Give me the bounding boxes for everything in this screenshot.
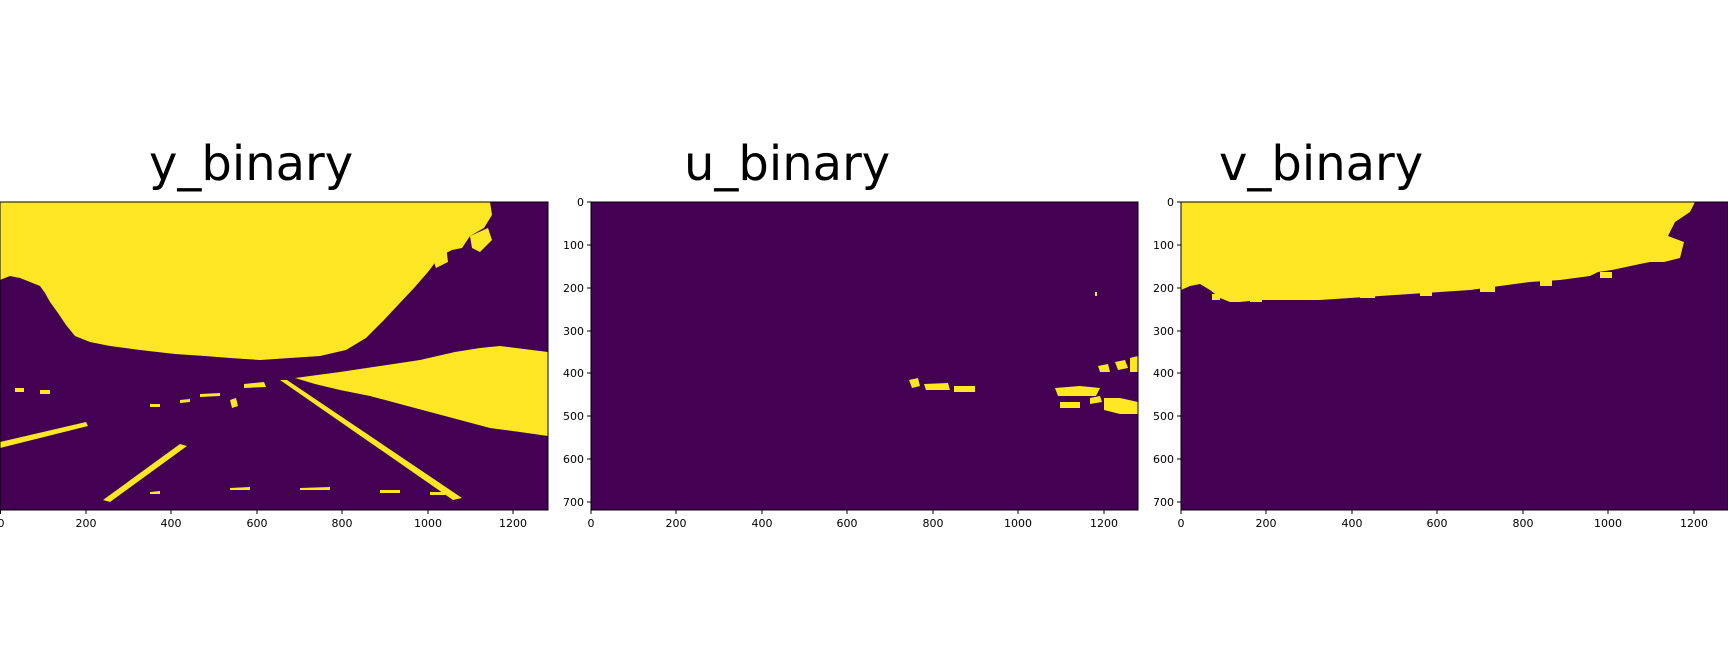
y-binary-sky-region — [0, 202, 492, 360]
v-binary-x-tick-label: 800 — [1513, 517, 1534, 530]
v-binary-x-tick-label: 1200 — [1680, 517, 1708, 530]
v-binary-x-axis: 0 200 400 600 800 1000 1200 — [1178, 510, 1708, 530]
u-binary-y-axis: 0 100 200 300 400 500 600 700 — [563, 196, 591, 509]
y-binary-axes-frame — [0, 201, 549, 511]
v-binary-x-tick-label: 1000 — [1594, 517, 1622, 530]
v-binary-y-tick-label: 200 — [1153, 282, 1174, 295]
u-binary-x-tick-label: 200 — [666, 517, 687, 530]
u-binary-image — [909, 292, 1138, 414]
y-binary-x-axis: 0 200 400 600 800 1000 1200 — [0, 510, 527, 530]
v-binary-y-axis: 0 100 200 300 400 500 600 700 — [1153, 196, 1181, 509]
y-binary-left-lane-line — [0, 422, 88, 448]
v-binary-y-tick-label: 0 — [1167, 196, 1174, 209]
u-binary-axes-frame — [590, 201, 1139, 511]
y-binary-right-lane-line — [280, 380, 462, 500]
v-binary-axes-frame — [1180, 201, 1728, 511]
u-binary-y-tick-label: 400 — [563, 367, 584, 380]
u-binary-y-tick-label: 600 — [563, 453, 584, 466]
v-binary-y-tick-label: 100 — [1153, 239, 1174, 252]
u-binary-x-axis: 0 200 400 600 800 1000 1200 — [588, 510, 1118, 530]
y-binary-x-tick-label: 0 — [0, 517, 5, 530]
panel-title-v-binary: v_binary — [1219, 136, 1424, 192]
y-binary-x-tick-label: 1200 — [499, 517, 527, 530]
v-binary-y-tick-label: 700 — [1153, 496, 1174, 509]
y-binary-image — [0, 202, 548, 502]
v-binary-x-tick-label: 200 — [1256, 517, 1277, 530]
y-binary-x-tick-label: 1000 — [414, 517, 442, 530]
u-binary-x-tick-label: 800 — [923, 517, 944, 530]
y-binary-hood-specks — [150, 487, 445, 495]
y-binary-x-tick-label: 600 — [247, 517, 268, 530]
v-binary-x-tick-label: 400 — [1342, 517, 1363, 530]
y-binary-left-dash — [103, 444, 187, 502]
v-binary-y-tick-label: 600 — [1153, 453, 1174, 466]
y-binary-horizon-marks — [15, 382, 266, 408]
panel-title-y-binary: y_binary — [149, 136, 354, 192]
u-binary-y-tick-label: 700 — [563, 496, 584, 509]
u-binary-y-tick-label: 300 — [563, 325, 584, 338]
y-binary-x-tick-label: 400 — [161, 517, 182, 530]
u-binary-y-tick-label: 100 — [563, 239, 584, 252]
panel-v-binary: 0 200 400 600 800 1000 1200 0 100 200 30… — [1153, 196, 1728, 530]
panel-u-binary: 0 200 400 600 800 1000 1200 0 100 200 30… — [563, 196, 1139, 530]
panel-title-u-binary: u_binary — [684, 136, 891, 192]
u-binary-x-tick-label: 1000 — [1004, 517, 1032, 530]
u-binary-blob — [909, 292, 1138, 414]
u-binary-image-background — [591, 202, 1138, 510]
u-binary-x-tick-label: 400 — [752, 517, 773, 530]
u-binary-y-tick-label: 200 — [563, 282, 584, 295]
u-binary-x-tick-label: 0 — [588, 517, 595, 530]
u-binary-x-tick-label: 600 — [837, 517, 858, 530]
v-binary-speckle — [1212, 264, 1612, 302]
v-binary-y-tick-label: 400 — [1153, 367, 1174, 380]
v-binary-x-tick-label: 0 — [1178, 517, 1185, 530]
v-binary-y-tick-label: 300 — [1153, 325, 1174, 338]
y-binary-x-tick-label: 800 — [332, 517, 353, 530]
v-binary-y-tick-label: 500 — [1153, 410, 1174, 423]
panel-y-binary: 0 200 400 600 800 1000 1200 — [0, 201, 549, 530]
u-binary-x-tick-label: 1200 — [1090, 517, 1118, 530]
v-binary-sky-region — [1181, 202, 1695, 302]
u-binary-y-tick-label: 500 — [563, 410, 584, 423]
u-binary-y-tick-label: 0 — [577, 196, 584, 209]
y-binary-roadside-region — [295, 346, 548, 436]
v-binary-image — [1181, 202, 1695, 302]
v-binary-x-tick-label: 600 — [1427, 517, 1448, 530]
y-binary-tree-speckle — [398, 228, 492, 280]
y-binary-x-tick-label: 200 — [76, 517, 97, 530]
